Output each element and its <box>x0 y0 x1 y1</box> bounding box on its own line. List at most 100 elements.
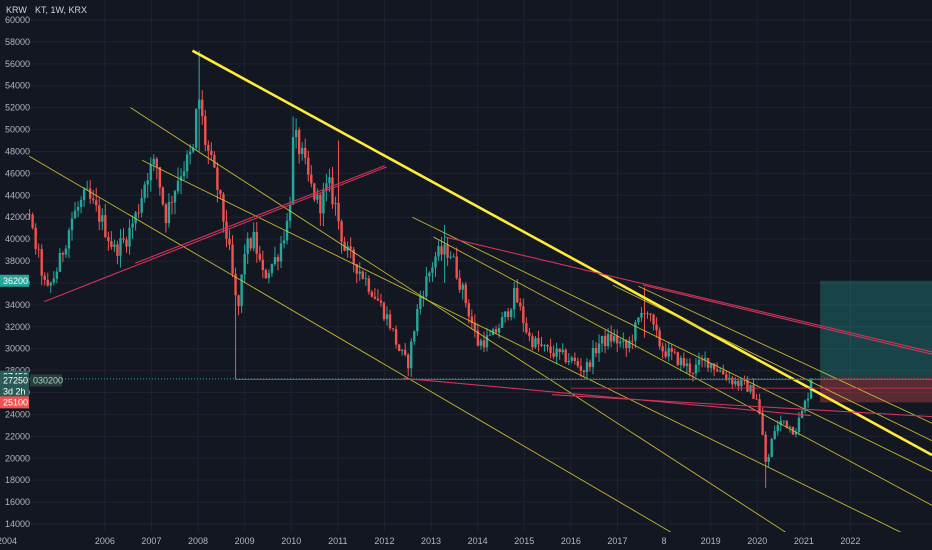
candle-body <box>446 244 449 258</box>
candle-body <box>691 372 695 374</box>
pink-line-8[interactable] <box>44 166 387 303</box>
badge-36200: 36200 <box>3 276 28 286</box>
candle-body <box>76 207 80 211</box>
candle-body <box>549 346 552 353</box>
channel-line-5[interactable] <box>433 236 932 506</box>
candle-body <box>258 253 261 260</box>
y-tick-label: 58000 <box>5 37 30 47</box>
target-zone[interactable] <box>820 280 932 377</box>
x-tick-label: 2012 <box>374 536 394 546</box>
y-tick-label: 44000 <box>5 190 30 200</box>
pink-line-11[interactable] <box>642 284 932 355</box>
candle-body <box>55 271 59 279</box>
candle-body <box>310 174 313 184</box>
badge-time-left-bg <box>0 385 29 398</box>
candle-body <box>204 116 207 145</box>
candle-body <box>146 180 149 185</box>
channel-line-3[interactable] <box>141 159 907 536</box>
candle-body <box>164 204 168 224</box>
candle-body <box>422 296 425 298</box>
candle-body <box>264 269 268 279</box>
candle-body <box>216 167 219 190</box>
candle-body <box>137 212 140 214</box>
stop-zone[interactable] <box>820 376 932 403</box>
candle-body <box>273 257 277 265</box>
candle-body <box>201 99 204 117</box>
candle-body <box>388 314 392 329</box>
pink-line-10[interactable] <box>444 236 932 353</box>
y-tick-label: 32000 <box>5 322 30 332</box>
candle-body <box>546 345 549 347</box>
candle-body <box>282 240 286 244</box>
candle-body <box>237 295 240 307</box>
main_trend-line-0[interactable] <box>191 49 932 457</box>
candle-body <box>488 334 492 336</box>
candle-body <box>128 227 131 247</box>
candle-body <box>361 271 364 279</box>
candle-body <box>452 256 455 258</box>
x-tick-label: 2009 <box>235 536 255 546</box>
candle-body <box>143 184 146 199</box>
candle-body <box>155 158 159 168</box>
candle-body <box>400 349 404 351</box>
candle-body <box>246 238 249 254</box>
candle-body <box>767 456 770 462</box>
candle-body <box>291 137 295 205</box>
channel-line-2[interactable] <box>130 107 791 536</box>
x-tick-label: 2020 <box>747 536 767 546</box>
risk-reward-zones[interactable] <box>820 280 932 403</box>
candle-body <box>603 335 607 347</box>
candle-body <box>788 426 792 428</box>
candle-body <box>431 267 434 273</box>
x-tick-label: 2013 <box>421 536 441 546</box>
candle-body <box>219 189 222 195</box>
y-tick-label: 22000 <box>5 431 30 441</box>
x-tick-label: 2010 <box>281 536 301 546</box>
candle-body <box>679 357 683 366</box>
candle-body <box>770 438 773 457</box>
candle-body <box>670 348 673 352</box>
candle-body <box>561 349 564 352</box>
x-tick-label: 2011 <box>328 536 347 546</box>
pink-line-14[interactable] <box>403 377 811 417</box>
symbol-title: KT, 1W, KRX <box>35 5 87 15</box>
candle-body <box>612 335 616 342</box>
candle-body <box>500 316 504 328</box>
channel-line-1[interactable] <box>11 145 676 536</box>
candle-body <box>552 352 555 357</box>
channel-line-7[interactable] <box>638 285 932 424</box>
x-axis-panel[interactable] <box>0 532 932 550</box>
channel-line-6[interactable] <box>612 284 932 442</box>
y-tick-label: 18000 <box>5 475 30 485</box>
candle-body <box>794 431 798 435</box>
candle-body <box>328 177 331 184</box>
candle-body <box>301 147 304 155</box>
candle-body <box>443 244 446 255</box>
candle-body <box>64 248 68 255</box>
badge-current-bg <box>0 374 29 387</box>
candle-body <box>158 167 162 188</box>
candle-body <box>40 249 43 276</box>
channel-line-4[interactable] <box>412 216 932 472</box>
candle-body <box>464 284 467 304</box>
y-tick-label: 48000 <box>5 146 30 156</box>
trend-lines[interactable] <box>11 49 932 536</box>
candle-body <box>107 237 110 242</box>
candle-body <box>494 329 498 333</box>
candle-body <box>579 365 583 371</box>
candle-body <box>307 157 310 175</box>
candle-body <box>179 176 183 181</box>
candle-body <box>785 420 789 428</box>
candle-body <box>98 205 101 222</box>
candle-body <box>440 246 443 255</box>
pink-line-13[interactable] <box>552 394 932 418</box>
candle-body <box>349 246 352 250</box>
candle-body <box>746 380 749 392</box>
candle-body <box>755 398 758 400</box>
y-axis-panel[interactable] <box>0 0 29 532</box>
pink-line-9[interactable] <box>134 165 385 264</box>
candle-body <box>661 346 664 352</box>
candle-body <box>625 340 628 349</box>
